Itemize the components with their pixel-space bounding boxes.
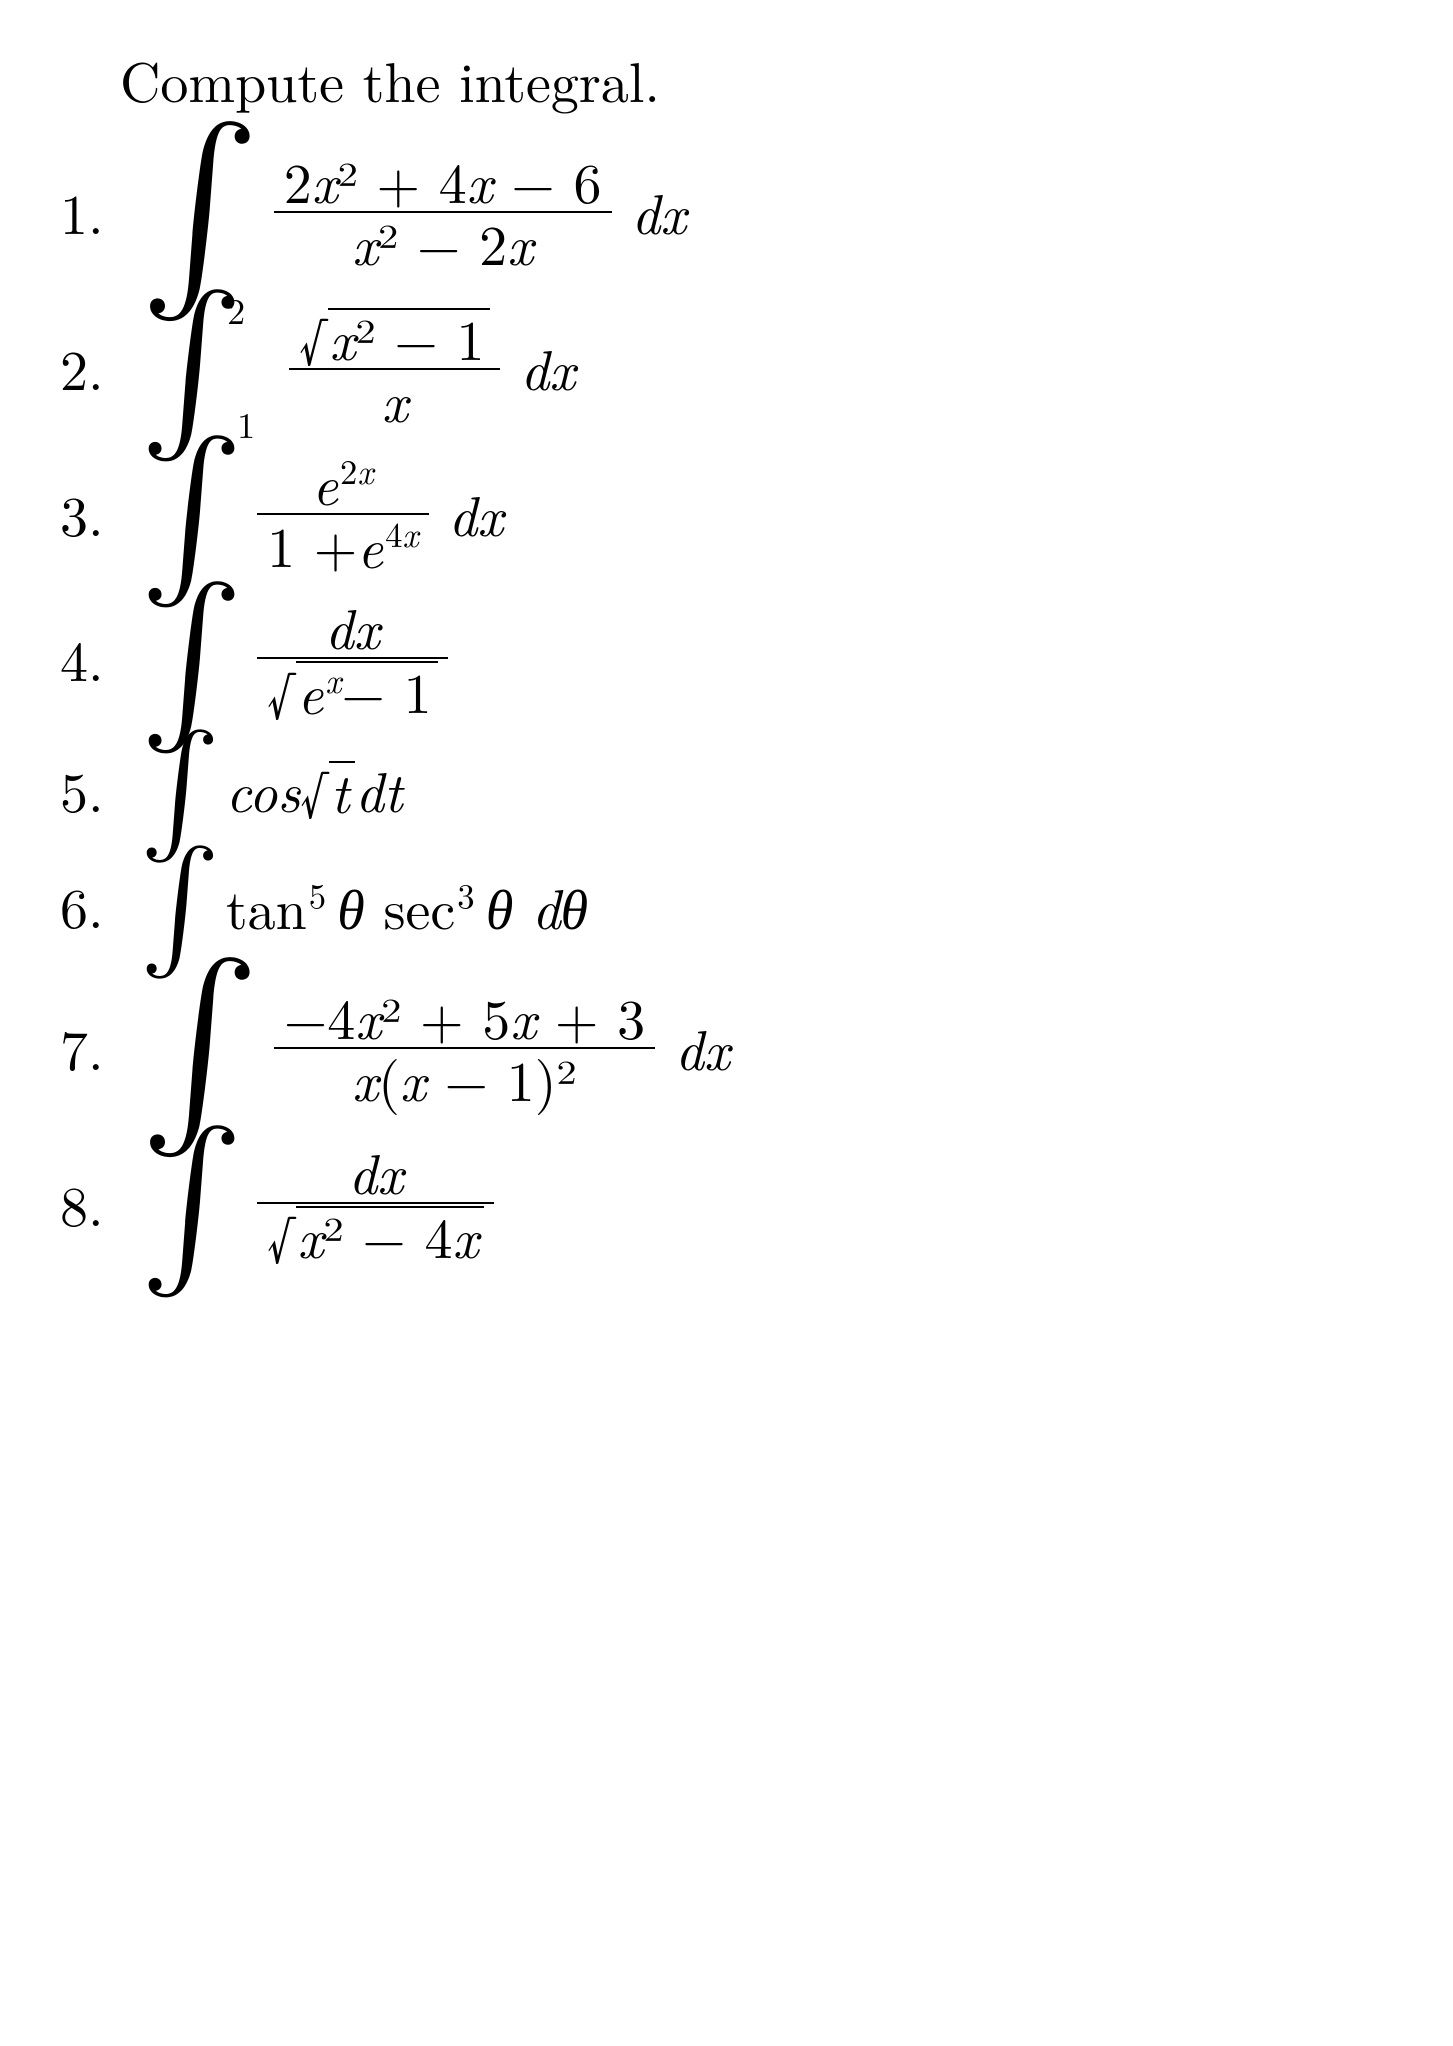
problem-index: 7. <box>60 1020 140 1076</box>
integral-sign: ∫ <box>140 739 220 841</box>
integral-sign: ∫ <box>140 448 243 580</box>
problem-index: 2. <box>60 340 140 396</box>
integral-body: dx√x² − 4x <box>257 1142 494 1266</box>
integral-expression: ∫e2x1 + e4x dx <box>140 448 503 580</box>
integral-expression: ∫2x² + 4x − 6x² − 2x dx <box>140 135 686 288</box>
integral-body: e2x1 + e4x <box>257 452 428 576</box>
problem-item: 5.∫cos √t dt <box>60 739 1393 841</box>
problem-index: 1. <box>60 184 140 240</box>
problem-item: 7.∫−4x² + 5x + 3x(x − 1)² dx <box>60 971 1393 1124</box>
differential: dx <box>520 340 575 396</box>
problem-item: 1.∫2x² + 4x − 6x² − 2x dx <box>60 135 1393 288</box>
problem-index: 3. <box>60 486 140 542</box>
integral-expression: ∫tan5 θ sec3 θ dθ <box>140 855 588 957</box>
integral-sign: ∫ <box>140 971 260 1124</box>
problem-item: 2.∫21 √x² − 1x dx <box>60 302 1393 434</box>
integral-body: 2x² + 4x − 6x² − 2x <box>274 151 612 273</box>
differential: dx <box>675 1020 730 1076</box>
problem-index: 6. <box>60 878 140 934</box>
integral-body: dx√ex − 1 <box>257 597 448 722</box>
problem-index: 8. <box>60 1176 140 1232</box>
problem-item: 4.∫dx√ex − 1 <box>60 594 1393 726</box>
problem-item: 3.∫e2x1 + e4x dx <box>60 448 1393 580</box>
integral-sign: ∫ <box>140 594 243 726</box>
problem-index: 5. <box>60 762 140 818</box>
integral-sign: ∫21 <box>140 302 243 434</box>
problem-item: 6.∫tan5 θ sec3 θ dθ <box>60 855 1393 957</box>
integral-sign: ∫ <box>140 135 260 288</box>
differential: dx <box>632 184 687 240</box>
integral-body: √x² − 1x <box>289 306 500 430</box>
integral-expression: ∫−4x² + 5x + 3x(x − 1)² dx <box>140 971 730 1124</box>
integral-expression: ∫cos √t dt <box>140 739 403 841</box>
integral-sign: ∫ <box>140 1138 243 1270</box>
integral-body: −4x² + 5x + 3x(x − 1)² <box>274 987 655 1109</box>
integral-expression: ∫dx√x² − 4x <box>140 1138 502 1270</box>
integral-sign: ∫ <box>140 855 220 957</box>
integral-body: cos √t dt <box>226 761 403 819</box>
integral-expression: ∫21 √x² − 1x dx <box>140 302 575 434</box>
differential: dx <box>449 486 504 542</box>
page: Compute the integral. 1.∫2x² + 4x − 6x² … <box>0 0 1453 1384</box>
integral-body: tan5 θ sec3 θ dθ <box>226 878 588 935</box>
problem-index: 4. <box>60 631 140 687</box>
problem-list: 1.∫2x² + 4x − 6x² − 2xdx2.∫21√x² − 1xdx3… <box>60 135 1393 1270</box>
integral-expression: ∫dx√ex − 1 <box>140 594 456 726</box>
problem-item: 8.∫dx√x² − 4x <box>60 1138 1393 1270</box>
page-title: Compute the integral. <box>120 40 1393 119</box>
